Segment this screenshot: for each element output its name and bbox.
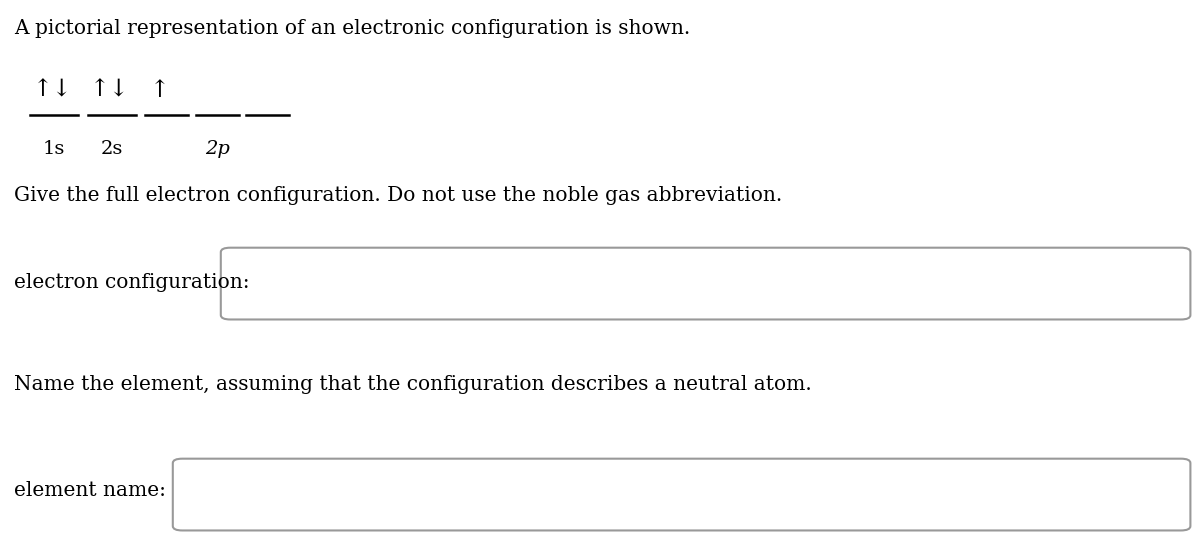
Text: ↑: ↑ — [150, 79, 169, 102]
Text: ↑↓: ↑↓ — [34, 79, 72, 102]
Text: Name the element, assuming that the configuration describes a neutral atom.: Name the element, assuming that the conf… — [14, 375, 812, 395]
Text: 2s: 2s — [101, 140, 122, 158]
Text: ↑↓: ↑↓ — [90, 79, 128, 102]
FancyBboxPatch shape — [173, 459, 1190, 530]
Text: electron configuration:: electron configuration: — [14, 273, 250, 292]
Text: element name:: element name: — [14, 481, 167, 500]
Text: A pictorial representation of an electronic configuration is shown.: A pictorial representation of an electro… — [14, 19, 691, 38]
Text: 2p: 2p — [205, 140, 229, 158]
FancyBboxPatch shape — [221, 248, 1190, 319]
Text: Give the full electron configuration. Do not use the noble gas abbreviation.: Give the full electron configuration. Do… — [14, 186, 782, 206]
Text: 1s: 1s — [43, 140, 65, 158]
